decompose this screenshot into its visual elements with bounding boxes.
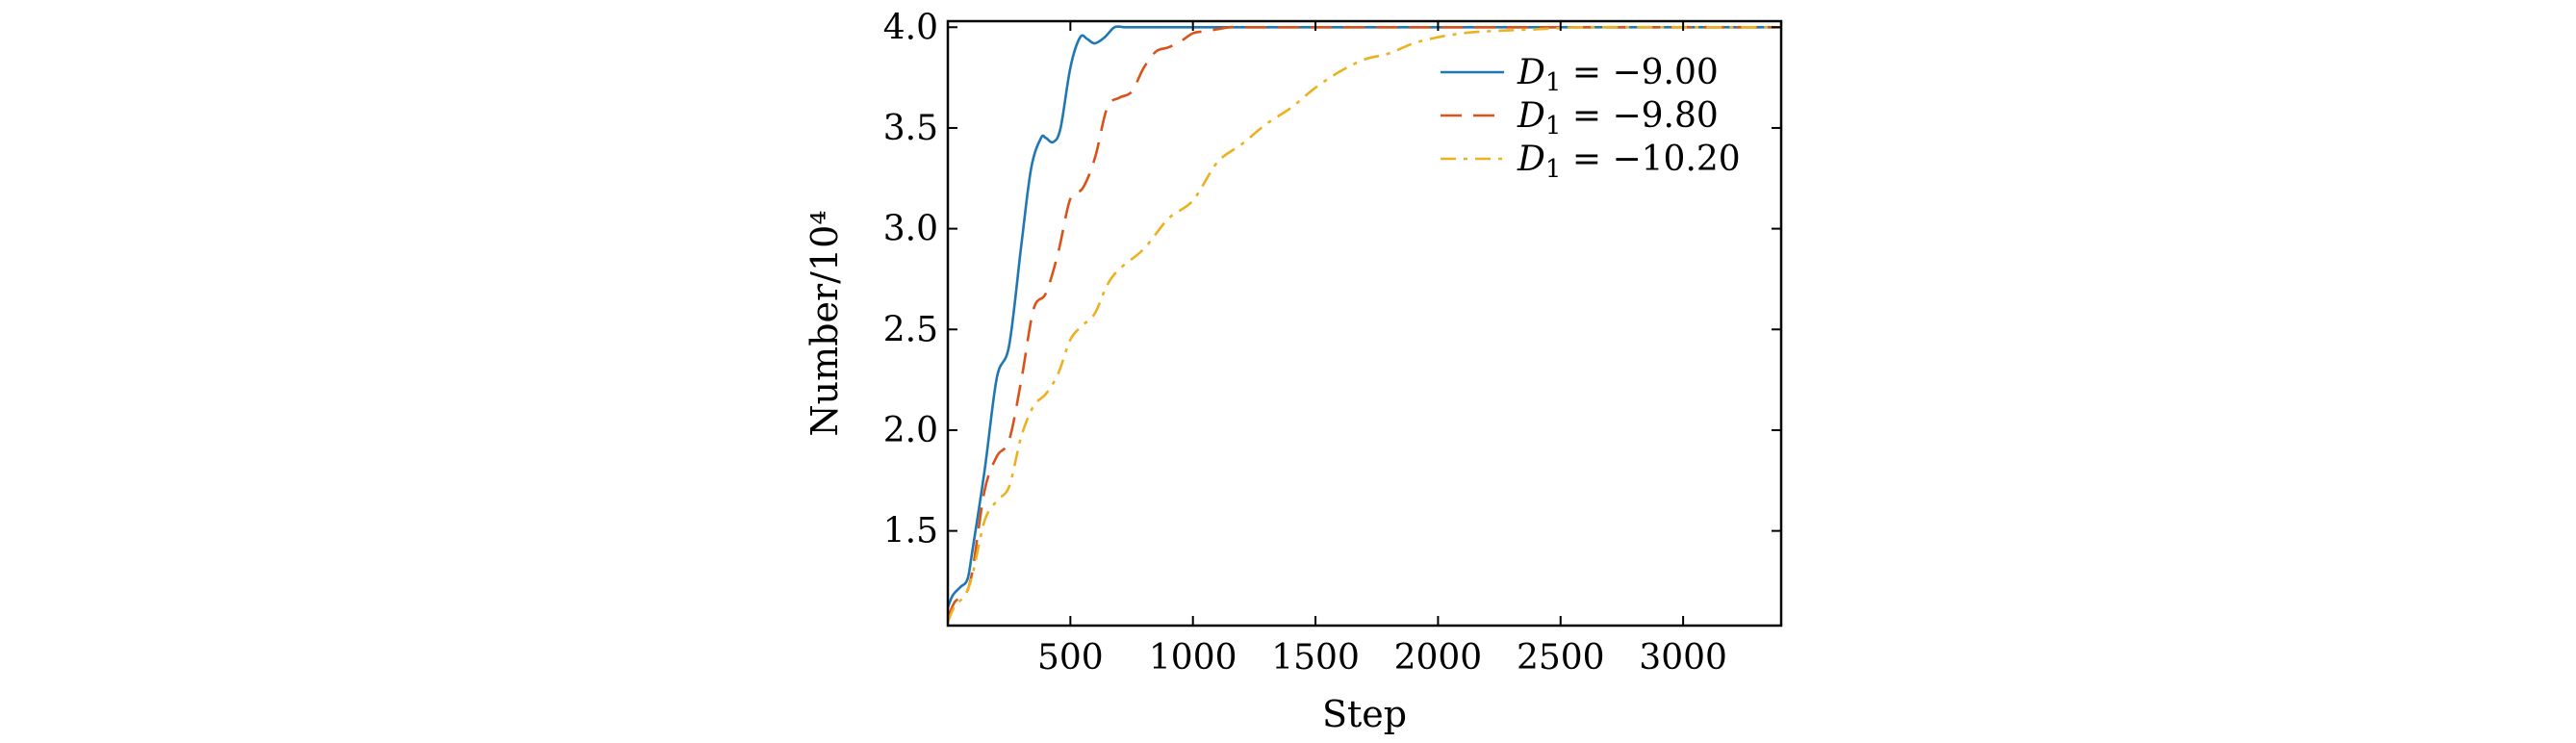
x-tick-label: 3000	[1639, 638, 1727, 678]
x-tick-label: 1500	[1271, 638, 1360, 678]
x-axis-title: Step	[1322, 693, 1407, 735]
y-tick-label: 3.5	[883, 109, 938, 148]
legend-label-2: D1 = −9.80	[1517, 96, 1719, 141]
y-tick-label: 1.5	[883, 512, 938, 551]
x-axis: 500 1000 1500 2000 2500 3000	[1037, 21, 1727, 678]
x-tick-label: 2000	[1394, 638, 1483, 678]
y-tick-label: 3.0	[883, 210, 938, 249]
series-line-3	[948, 25, 1781, 623]
x-tick-label: 500	[1037, 638, 1104, 678]
y-axis: 1.5 2.0 2.5 3.0 3.5 4.0	[883, 8, 1781, 551]
y-tick-label: 4.0	[883, 8, 938, 47]
legend-label-1: D1 = −9.00	[1517, 53, 1719, 97]
x-tick-label: 1000	[1149, 638, 1237, 678]
legend-label-3: D1 = −10.20	[1517, 140, 1741, 184]
y-tick-label: 2.0	[883, 411, 938, 450]
series-line-2	[948, 25, 1781, 619]
plot-series-group	[948, 25, 1781, 623]
plot-frame	[946, 19, 1783, 628]
y-tick-label: 2.5	[883, 310, 938, 349]
x-tick-label: 2500	[1517, 638, 1605, 678]
y-axis-title: Number/10⁴	[803, 210, 846, 436]
